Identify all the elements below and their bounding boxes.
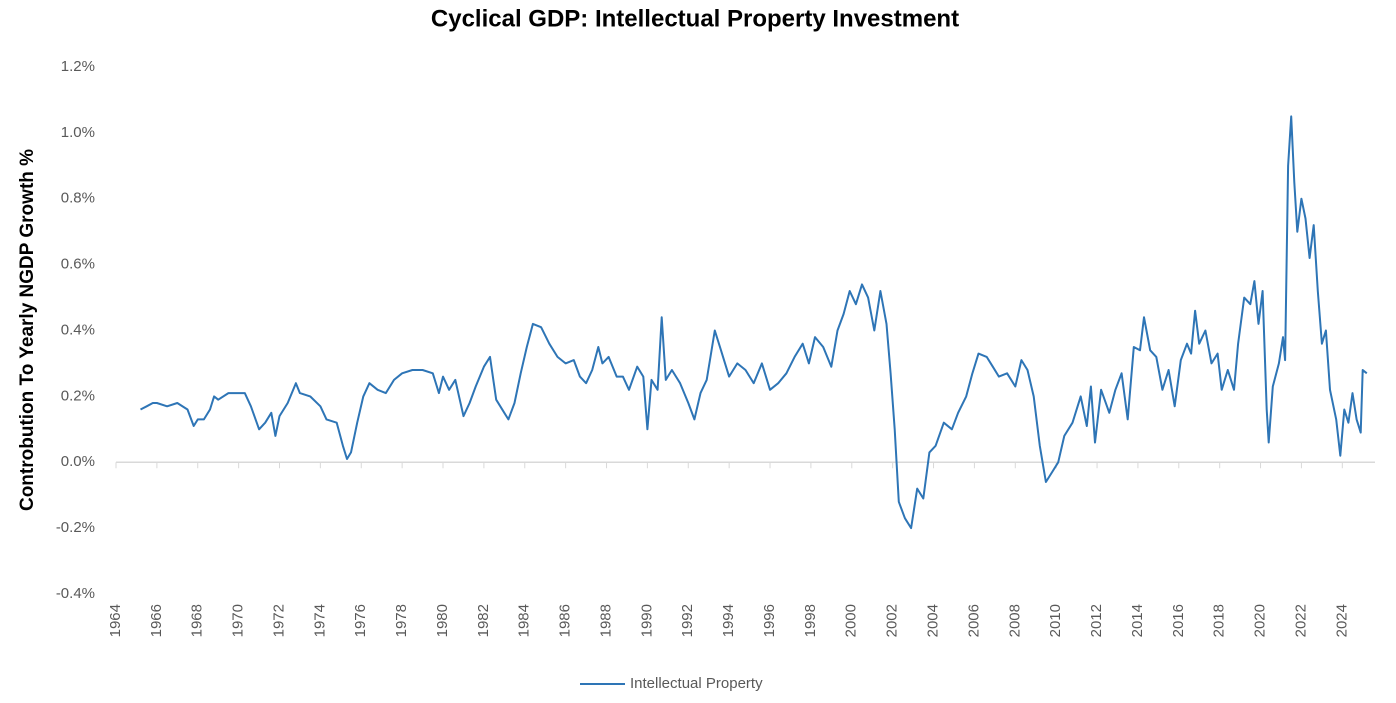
x-tick-label: 2010 [1047, 604, 1064, 637]
x-tick-label: 2022 [1292, 604, 1309, 637]
x-tick-label: 1984 [516, 604, 533, 637]
y-tick-label: 0.8% [61, 190, 95, 207]
x-tick-label: 2004 [925, 604, 942, 637]
x-tick-label: 1986 [557, 604, 574, 637]
x-tick-label: 1964 [107, 604, 124, 637]
y-axis-label: Controbution To Yearly NGDP Growth % [17, 149, 38, 511]
x-tick-label: 2018 [1211, 604, 1228, 637]
x-tick-label: 1968 [189, 604, 206, 637]
x-tick-label: 1994 [720, 604, 737, 637]
y-tick-label: 0.0% [61, 453, 95, 470]
y-tick-label: -0.4% [56, 585, 95, 602]
x-tick-label: 1970 [230, 604, 247, 637]
x-tick-label: 2024 [1333, 604, 1350, 637]
y-tick-label: -0.2% [56, 519, 95, 536]
x-tick-label: 1974 [311, 604, 328, 637]
data-line [140, 115, 1368, 530]
y-tick-label: 1.0% [61, 124, 95, 141]
y-tick-label: 0.2% [61, 387, 95, 404]
y-tick-label: 1.2% [61, 58, 95, 75]
x-tick-label: 2002 [884, 604, 901, 637]
x-tick-label: 1982 [475, 604, 492, 637]
y-tick-label: 0.6% [61, 256, 95, 273]
x-tick-label: 1976 [352, 604, 369, 637]
x-tick-label: 1990 [638, 604, 655, 637]
x-tick-label: 2012 [1088, 604, 1105, 637]
x-tick-label: 1978 [393, 604, 410, 637]
x-tick-label: 1996 [761, 604, 778, 637]
x-tick-label: 2006 [965, 604, 982, 637]
x-tick-label: 1988 [597, 604, 614, 637]
legend-label: Intellectual Property [630, 675, 763, 692]
chart-title: Cyclical GDP: Intellectual Property Inve… [431, 5, 959, 32]
x-tick-label: 2008 [1006, 604, 1023, 637]
x-tick-label: 1972 [270, 604, 287, 637]
x-tick-label: 1998 [802, 604, 819, 637]
y-tick-label: 0.4% [61, 321, 95, 338]
x-tick-label: 1980 [434, 604, 451, 637]
x-tick-label: 2000 [843, 604, 860, 637]
x-tick-label: 2020 [1252, 604, 1269, 637]
x-tick-label: 1992 [679, 604, 696, 637]
x-tick-label: 1966 [148, 604, 165, 637]
x-tick-label: 2016 [1170, 604, 1187, 637]
x-tick-label: 2014 [1129, 604, 1146, 637]
